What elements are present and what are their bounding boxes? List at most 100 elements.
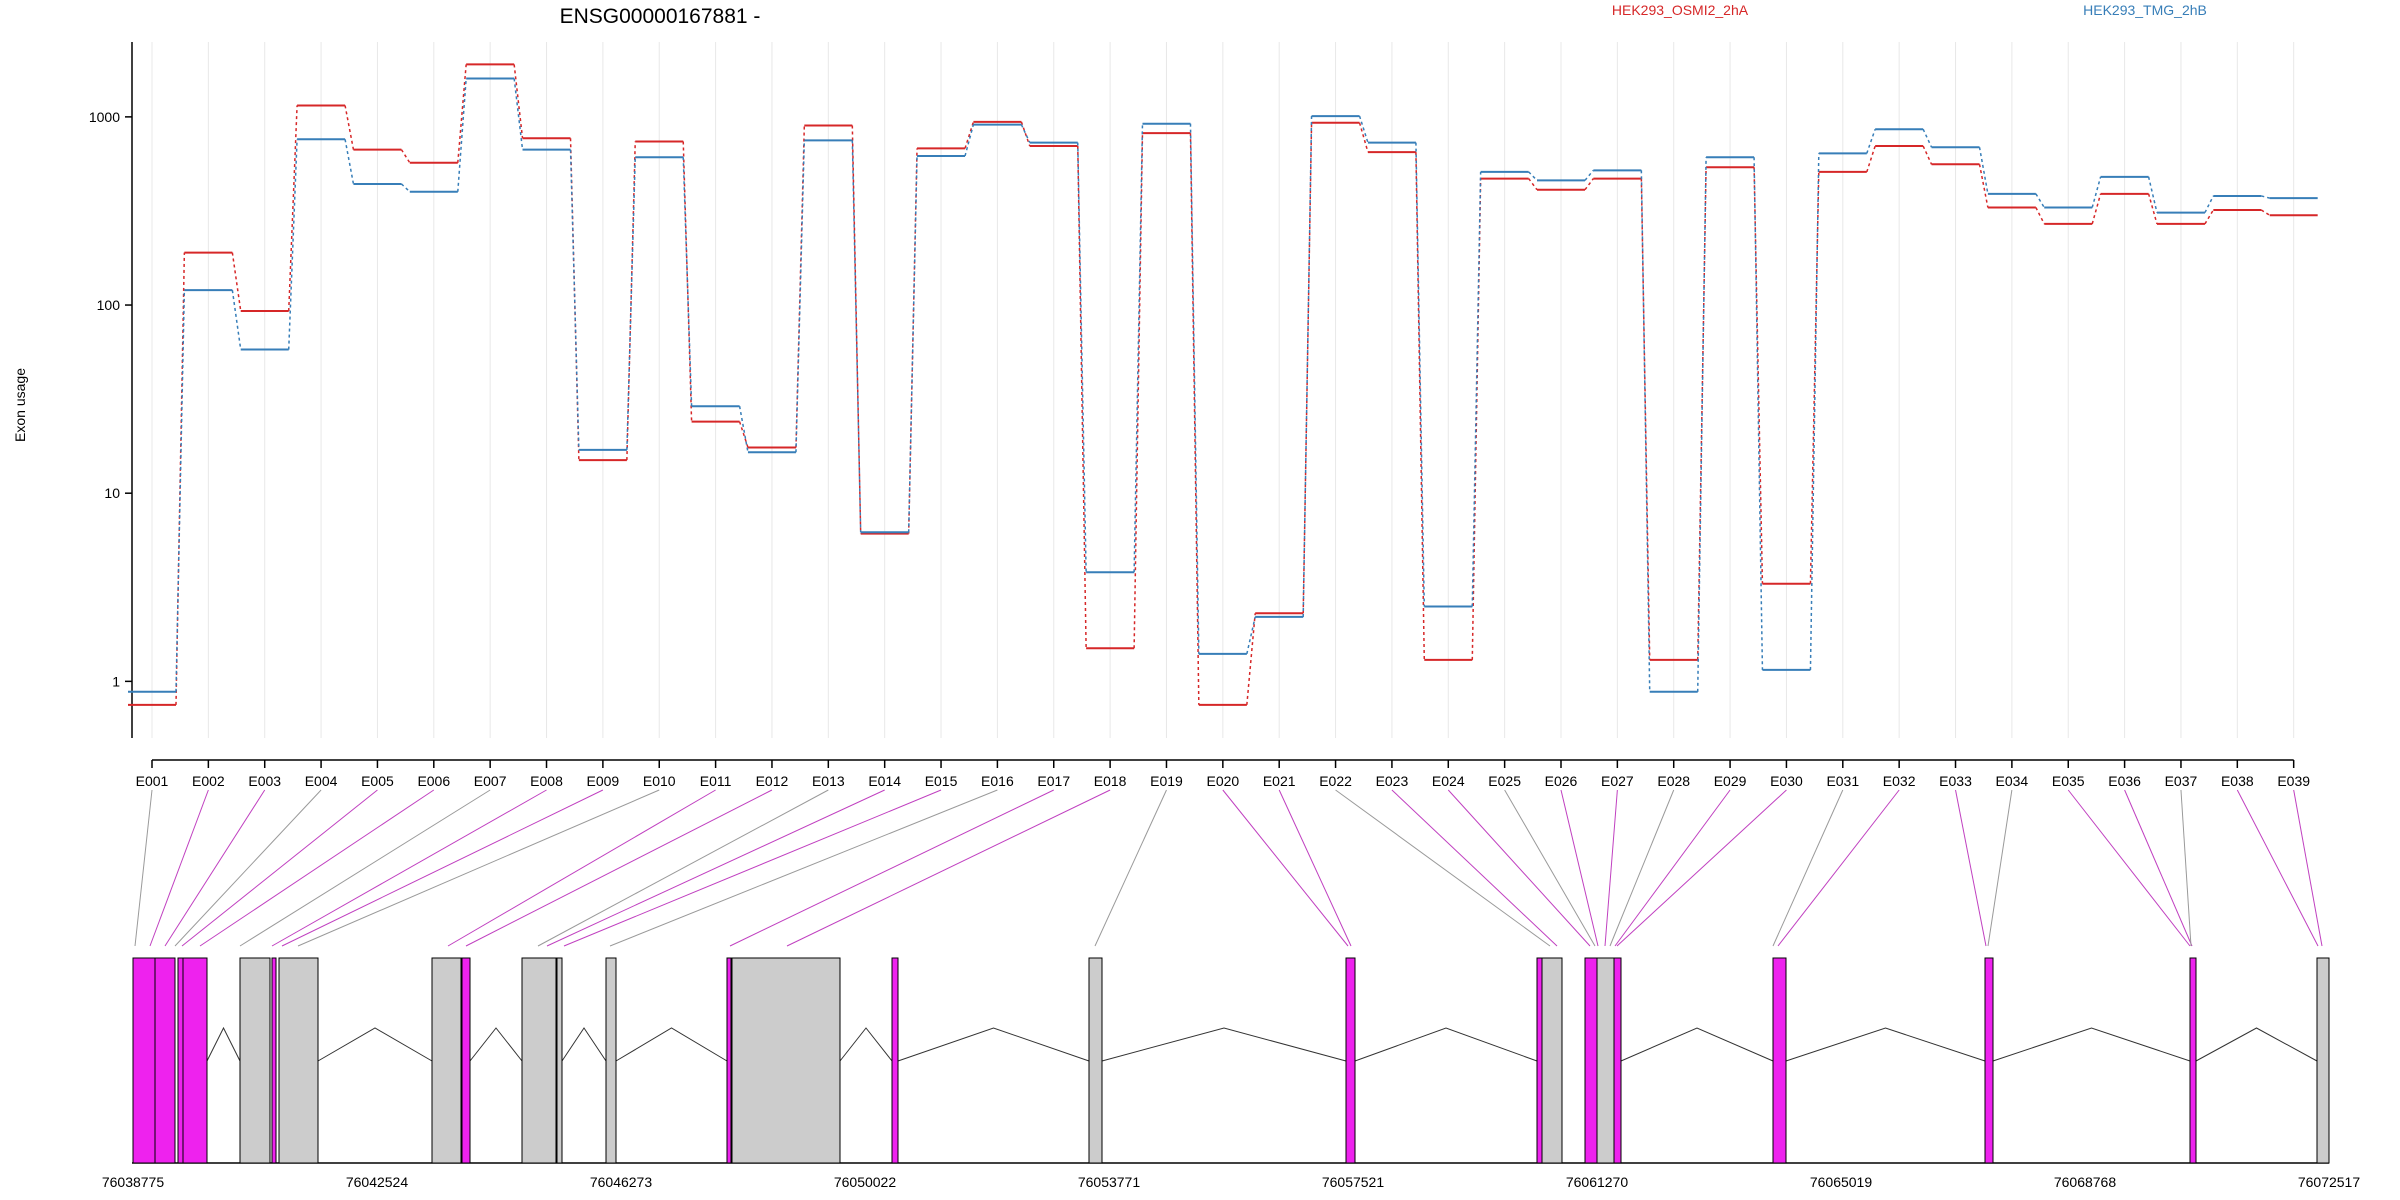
exon-connector-line — [964, 124, 975, 157]
intron-line — [1620, 1027, 1774, 1062]
x-tick-label: E035 — [2052, 773, 2085, 789]
exon-connector-line — [1471, 171, 1482, 607]
exon-link — [1560, 789, 1599, 947]
genomic-coordinate-labels: 76038775 76042524 76046273 76050022 76053771… — [102, 1174, 2361, 1190]
exon-box — [132, 957, 156, 1164]
exon-link — [2124, 789, 2193, 947]
intron-line — [897, 1027, 1090, 1062]
exon-link — [537, 789, 829, 947]
coordinate-label: 76042524 — [346, 1174, 409, 1190]
exon-link — [164, 789, 266, 947]
coordinate-label: 76050022 — [834, 1174, 897, 1190]
exon-connector-line — [2204, 209, 2214, 225]
exon-connector-line — [1528, 178, 1538, 191]
x-tick-label: E003 — [248, 773, 281, 789]
x-tick-label: E015 — [925, 773, 958, 789]
x-tick-label: E037 — [2165, 773, 2198, 789]
exon-connector-line — [2091, 176, 2102, 208]
x-tick-label: E011 — [700, 773, 732, 789]
exon-link — [729, 789, 1054, 947]
chart-title: ENSG00000167881 - — [560, 5, 761, 28]
x-tick-label: E027 — [1601, 773, 1634, 789]
exon-connector-line — [2261, 195, 2270, 199]
exon-connector-line — [2091, 193, 2102, 225]
x-tick-label: E030 — [1770, 773, 1803, 789]
exon-link — [1777, 789, 1900, 947]
exon-link — [546, 789, 885, 947]
exon-connector-line — [738, 406, 749, 453]
x-tick-label: E029 — [1714, 773, 1747, 789]
legend-series-2: HEK293_TMG_2hB — [2083, 2, 2207, 18]
exon-connector-line — [1133, 123, 1144, 573]
exon-box — [2316, 957, 2330, 1164]
coordinate-label: 76072517 — [2298, 1174, 2361, 1190]
x-tick-label: E020 — [1206, 773, 1239, 789]
exon-box — [1984, 957, 1994, 1164]
intron-line — [1785, 1027, 1986, 1062]
x-tick-label: E004 — [305, 773, 338, 789]
exon-connector-line — [626, 141, 636, 461]
exon-connector-line — [1584, 169, 1594, 181]
y-tick-label: 1000 — [89, 109, 120, 125]
exon-link — [1447, 789, 1591, 947]
exon-link — [447, 789, 716, 947]
exon-link — [1604, 789, 1618, 947]
exon-connector-line — [851, 125, 862, 534]
exon-connector-line — [1302, 122, 1313, 614]
x-tick-label: E028 — [1657, 773, 1690, 789]
exon-box — [1345, 957, 1356, 1164]
x-tick-label: E023 — [1376, 773, 1409, 789]
exon-connector-line — [1246, 613, 1256, 705]
exon-box — [1088, 957, 1103, 1164]
y-axis-label: Exon usage — [12, 368, 28, 442]
x-tick-label: E021 — [1263, 773, 1296, 789]
exon-box — [605, 957, 617, 1164]
exon-connector-line — [1358, 115, 1369, 143]
exon-connector-line — [513, 64, 524, 139]
exon-connector-line — [457, 64, 467, 163]
exon-connector-line — [1358, 122, 1369, 153]
exon-link — [271, 789, 547, 947]
exon-connector-line — [1246, 616, 1256, 655]
exon-connector-line — [2260, 209, 2271, 216]
exon-box — [1596, 957, 1615, 1164]
exon-connector-line — [1753, 157, 1764, 670]
exon-connector-line — [1922, 145, 1933, 165]
coordinate-label: 76068768 — [2054, 1174, 2117, 1190]
exon-connector-line — [795, 140, 806, 453]
intron-line — [1992, 1027, 2191, 1062]
series-2 — [128, 77, 2318, 693]
exon-connector-line — [1809, 153, 1820, 670]
intron-line — [615, 1027, 728, 1062]
exon-link — [1955, 789, 1987, 947]
x-tick-label: E018 — [1094, 773, 1127, 789]
exon-link — [609, 789, 998, 947]
y-ticks: 1 10 100 1000 — [89, 109, 132, 689]
exon-connector-line — [1189, 133, 1200, 705]
intron-line — [206, 1026, 241, 1062]
exon-link — [465, 789, 773, 947]
exon-connector-line — [851, 140, 862, 533]
exon-connector-line — [1020, 121, 1031, 147]
x-tick-label: E038 — [2221, 773, 2254, 789]
exon-box — [726, 957, 732, 1164]
x-tick-label: E026 — [1545, 773, 1578, 789]
x-tick-label: E009 — [587, 773, 620, 789]
exon-box — [271, 957, 277, 1164]
x-tick-label: E010 — [643, 773, 676, 789]
exon-box — [2189, 957, 2197, 1164]
exon-link — [2067, 789, 2191, 947]
axes — [131, 42, 2294, 761]
exon-link — [786, 789, 1111, 947]
exon-box — [1541, 957, 1563, 1164]
exon-connector-line — [344, 139, 355, 185]
exon-link — [134, 789, 153, 947]
exon-link — [1094, 789, 1167, 947]
exon-box — [731, 957, 841, 1164]
intron-line — [2195, 1027, 2318, 1062]
exon-link — [563, 789, 942, 947]
exon-connector-line — [457, 78, 467, 192]
intron-line — [1354, 1027, 1538, 1062]
exon-link — [1616, 789, 1787, 947]
exon-connector-line — [2035, 207, 2045, 225]
